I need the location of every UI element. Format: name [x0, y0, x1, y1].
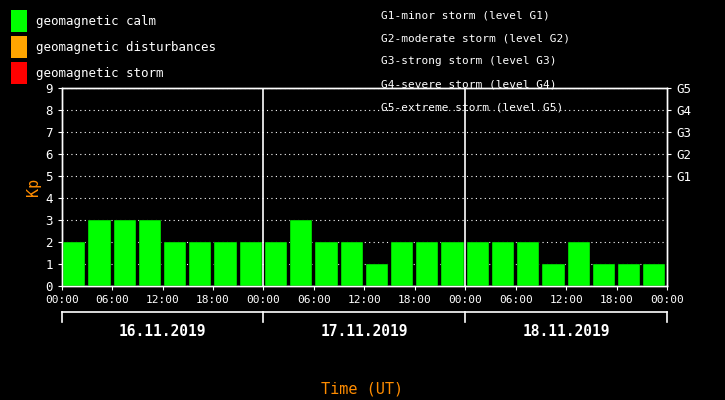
Bar [88, 220, 110, 286]
Bar [467, 242, 489, 286]
Text: 16.11.2019: 16.11.2019 [119, 324, 207, 339]
Bar [189, 242, 212, 286]
Bar [492, 242, 514, 286]
Text: 18.11.2019: 18.11.2019 [522, 324, 610, 339]
Bar [341, 242, 362, 286]
Text: 17.11.2019: 17.11.2019 [320, 324, 408, 339]
Bar [593, 264, 615, 286]
Bar [138, 220, 161, 286]
Bar [366, 264, 388, 286]
Bar [240, 242, 262, 286]
Text: G2-moderate storm (level G2): G2-moderate storm (level G2) [381, 33, 570, 43]
Bar [618, 264, 640, 286]
Text: geomagnetic disturbances: geomagnetic disturbances [36, 40, 215, 54]
Bar [215, 242, 236, 286]
Bar [114, 220, 136, 286]
Bar [164, 242, 186, 286]
Bar [265, 242, 287, 286]
Bar [315, 242, 338, 286]
Bar [517, 242, 539, 286]
Bar [391, 242, 413, 286]
Bar [568, 242, 590, 286]
Bar [643, 264, 666, 286]
Text: G1-minor storm (level G1): G1-minor storm (level G1) [381, 10, 550, 20]
Y-axis label: Kp: Kp [26, 178, 41, 196]
Text: G3-strong storm (level G3): G3-strong storm (level G3) [381, 56, 556, 66]
Bar [290, 220, 312, 286]
Bar [63, 242, 86, 286]
Text: geomagnetic calm: geomagnetic calm [36, 14, 156, 28]
Text: G4-severe storm (level G4): G4-severe storm (level G4) [381, 80, 556, 90]
Bar [542, 264, 565, 286]
Bar [416, 242, 439, 286]
Bar [442, 242, 464, 286]
Text: G5-extreme storm (level G5): G5-extreme storm (level G5) [381, 103, 563, 113]
Text: geomagnetic storm: geomagnetic storm [36, 66, 163, 80]
Text: Time (UT): Time (UT) [321, 381, 404, 396]
